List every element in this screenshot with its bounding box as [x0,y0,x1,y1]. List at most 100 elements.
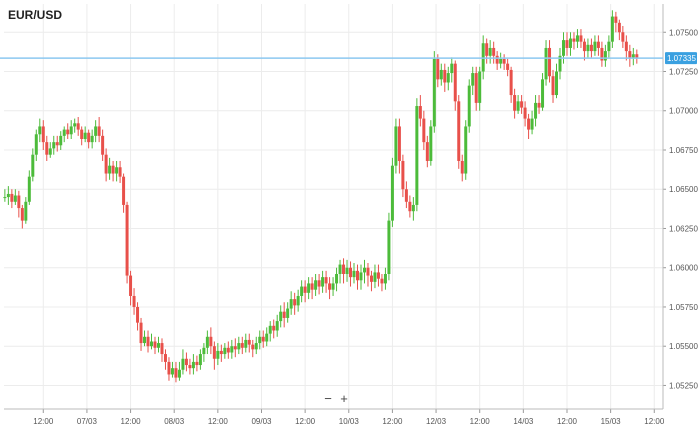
candle [513,88,517,119]
candle [324,270,328,293]
candle [191,354,195,375]
candle [551,69,555,103]
candle [20,204,24,229]
x-tick-label: 12:00 [33,417,54,426]
candle [467,79,471,133]
candle [167,357,171,381]
candle [181,349,185,375]
candle [6,186,10,205]
candle [603,44,607,67]
candle [76,117,80,136]
candle [394,118,398,174]
candle [621,25,625,48]
candle [31,148,35,182]
grid [4,4,663,409]
candle [523,101,527,127]
x-tick-label: 12:00 [557,417,578,426]
candle [129,270,133,306]
candle [198,349,202,370]
candle [369,270,373,292]
candle [495,51,499,70]
candle [561,32,565,64]
candle [146,330,150,353]
candle [471,66,475,96]
candle [132,288,136,315]
candle [635,49,639,64]
candle [401,154,405,198]
candle [111,160,115,182]
candle [254,336,258,355]
zoom-in-button[interactable]: + [340,391,348,406]
x-tick-label: 12:00 [470,417,491,426]
candle [432,51,436,133]
candle [600,41,604,67]
candle [240,336,244,355]
x-tick-label: 08/03 [164,417,185,426]
candle [233,338,237,358]
candle [380,274,384,292]
current-price-tag [665,52,697,65]
candle [328,277,332,300]
candle [170,361,174,378]
candle [223,343,227,359]
candle [387,212,391,281]
y-tick-label: 1.06000 [669,264,698,273]
candles [3,10,639,383]
candle [27,170,31,205]
x-tick-label: 12:00 [644,417,665,426]
candle [331,277,335,296]
candle [453,60,457,111]
candle [572,32,576,50]
candle [582,38,586,61]
candle [610,10,614,48]
candle [314,274,318,296]
candle [628,44,632,67]
y-tick-label: 1.06250 [669,224,698,233]
candle [548,40,552,83]
x-tick-label: 12/03 [426,417,447,426]
candle [499,52,503,69]
candle [596,35,600,56]
candle [303,280,307,303]
candle [317,274,321,295]
candle [83,126,87,143]
candle [345,259,349,282]
candle [418,95,422,127]
candle [244,333,248,353]
candle [296,289,300,312]
candle [261,330,265,348]
candle [122,173,126,213]
candle [527,113,531,139]
candle [349,261,353,287]
candle [502,54,506,70]
candle [575,29,579,48]
candle [272,319,276,339]
candle [66,123,70,139]
candle [108,157,112,180]
candle [52,135,56,155]
candle [230,339,234,359]
candle [118,160,122,183]
candle [376,264,380,287]
candle [586,38,590,58]
candle [506,58,510,77]
candle [275,314,279,337]
candle [558,47,562,80]
candle [104,148,108,182]
y-tick-label: 1.05500 [669,342,698,351]
candle [125,201,129,284]
candle [38,118,42,143]
candle [383,267,387,290]
candle [174,361,178,383]
candle [195,355,199,372]
candle [478,66,482,111]
candle [310,277,314,300]
candle [62,126,66,143]
candle [293,292,297,315]
candle [115,160,119,182]
candle [617,19,621,41]
candle [279,305,283,328]
zoom-out-button[interactable]: − [324,391,332,406]
candle [446,66,450,91]
candle [541,73,545,111]
